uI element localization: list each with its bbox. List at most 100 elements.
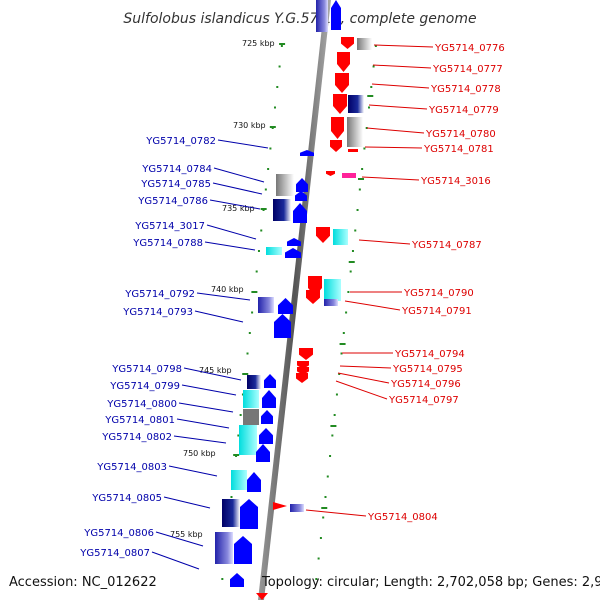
hit-box (357, 38, 372, 50)
tick-dot-right (374, 45, 377, 47)
gene-arrow-reverse (261, 410, 273, 424)
tick-dot-right (347, 291, 350, 293)
tick-dot-right (356, 209, 359, 211)
gene-arrow-reverse (256, 444, 270, 462)
gene-label-forward: YG5714_0778 (430, 84, 501, 95)
gene-arrow-forward (331, 117, 344, 139)
map-title: Sulfolobus islandicus Y.G.57.14, complet… (123, 11, 476, 27)
gene-arrow-reverse (300, 150, 314, 156)
tick-dot-right (345, 311, 348, 314)
label-connector-reverse (196, 292, 251, 301)
label-connector-reverse (163, 496, 211, 509)
hit-box (348, 95, 364, 113)
gene-arrow-forward (273, 502, 287, 510)
hit-box (347, 117, 363, 147)
label-connector-reverse (217, 139, 269, 149)
gene-arrow-forward (330, 140, 342, 152)
gene-label-reverse: YG5714_0792 (124, 289, 195, 300)
tick-dot-left (237, 434, 240, 437)
tick-dot-right (326, 475, 329, 478)
tick-dot-left (280, 45, 283, 47)
hit-box (222, 499, 240, 527)
label-connector-reverse (206, 224, 257, 240)
label-connector-reverse (181, 384, 237, 396)
tick-dot-right (335, 393, 338, 396)
gene-label-reverse: YG5714_0784 (141, 164, 212, 175)
tick-dot-left (278, 65, 281, 68)
gene-arrow-reverse (293, 203, 307, 223)
tick-dot-right (338, 373, 341, 375)
tick-dot-left (248, 332, 251, 334)
gene-arrow-forward (337, 52, 350, 72)
tick-dot-left (246, 352, 249, 355)
gene-label-reverse: YG5714_0788 (132, 238, 203, 249)
gene-label-forward: YG5714_0776 (434, 43, 505, 54)
gene-label-forward: YG5714_0791 (401, 306, 472, 317)
gene-arrow-forward (326, 171, 335, 176)
tick-label: 735 kbp (222, 204, 255, 213)
gene-arrow-reverse (287, 238, 301, 246)
label-connector-reverse (204, 241, 256, 251)
label-connector-reverse (183, 367, 242, 381)
gene-arrow-forward (316, 227, 330, 243)
tick-dot-right (324, 496, 327, 498)
label-connector-forward (337, 372, 390, 384)
tick-dot-left (239, 414, 242, 416)
gene-features (215, 0, 372, 600)
gene-label-forward: YG5714_0777 (432, 64, 503, 75)
label-connector-reverse (168, 465, 218, 477)
hit-box (243, 390, 259, 408)
hit-box (266, 247, 282, 255)
gene-arrow-reverse (240, 499, 258, 529)
tick-dot-right (319, 537, 322, 539)
tick-label: 740 kbp (211, 285, 244, 294)
hit-box (290, 504, 304, 512)
tick-dot-right (354, 229, 357, 232)
chromosome-backbone (258, 0, 331, 600)
tick-label: 725 kbp (242, 39, 275, 48)
tick-marks-right (315, 45, 377, 580)
tick-dot-left (251, 311, 254, 314)
hit-box (239, 425, 257, 455)
tick-label: 750 kbp (183, 449, 216, 458)
label-connector-reverse (173, 435, 227, 444)
label-connector-forward (339, 365, 392, 369)
label-connector-forward (371, 83, 430, 89)
gene-arrow-forward (299, 348, 313, 360)
label-connector-forward (305, 509, 367, 517)
gene-label-reverse: YG5714_0786 (137, 196, 208, 207)
hit-box (333, 229, 348, 245)
gene-label-forward: YG5714_0794 (394, 349, 465, 360)
gene-arrow-forward (335, 73, 349, 93)
tick-dot-right (349, 270, 352, 273)
gene-label-reverse: YG5714_0782 (145, 136, 216, 147)
gene-label-forward: YG5714_0781 (423, 144, 494, 155)
gene-label-reverse: YG5714_0793 (122, 307, 193, 318)
tick-dot-left (267, 168, 270, 170)
hit-box (247, 375, 261, 389)
gene-label-reverse: YG5714_0799 (109, 381, 180, 392)
tick-dot-right (372, 65, 375, 68)
tick-dot-right (322, 516, 325, 519)
label-connectors (151, 44, 434, 570)
genome-summary-text: Topology: circular; Length: 2,702,058 bp… (261, 575, 600, 590)
gene-arrow-forward (256, 593, 268, 600)
gene-label-reverse: YG5714_0806 (83, 528, 154, 539)
hit-box (273, 199, 291, 221)
label-connector-reverse (213, 167, 265, 183)
label-connector-forward (335, 380, 388, 400)
gene-arrow-reverse (331, 0, 341, 30)
tick-dot-right (365, 127, 368, 129)
tick-dot-right (370, 86, 373, 88)
label-connector-forward (366, 127, 425, 134)
major-tick-right (358, 178, 365, 180)
tick-dot-left (241, 393, 244, 396)
gene-label-forward: YG5714_0804 (367, 512, 438, 523)
gene-label-forward: YG5714_0779 (428, 105, 499, 116)
major-tick (251, 291, 258, 293)
tick-label: 755 kbp (170, 530, 203, 539)
gene-arrow-reverse (296, 178, 308, 192)
gene-arrow-reverse (278, 298, 293, 314)
major-tick-right (367, 95, 374, 97)
gene-arrow-reverse (274, 314, 291, 338)
